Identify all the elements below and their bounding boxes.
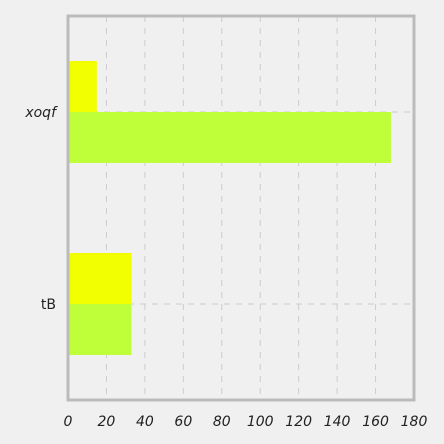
x-tick-label: 80: [213, 414, 231, 430]
x-tick-label: 100: [247, 414, 274, 430]
bar-xoqf-series-2: [68, 112, 391, 163]
x-tick-label: 180: [401, 414, 428, 430]
category-label-tB: tB: [41, 297, 56, 313]
x-tick-label: 40: [136, 414, 154, 430]
bar-tB-series-2: [68, 304, 132, 355]
category-label-xoqf: xoqf: [24, 105, 58, 121]
bars: [68, 61, 391, 355]
x-tick-labels: 0 20 40 60 80 100 120 140 160 180: [64, 414, 428, 430]
bar-tB-series-1: [68, 253, 132, 304]
x-tick-label: 120: [285, 414, 312, 430]
x-tick-label: 20: [98, 414, 116, 430]
x-tick-label: 60: [174, 414, 192, 430]
x-tick-label: 0: [64, 414, 73, 430]
x-tick-label: 140: [324, 414, 351, 430]
category-labels: xoqf tB: [24, 105, 58, 313]
bar-xoqf-series-1: [68, 61, 97, 112]
axes-frame: [66, 14, 416, 402]
x-tick-label: 160: [362, 414, 389, 430]
